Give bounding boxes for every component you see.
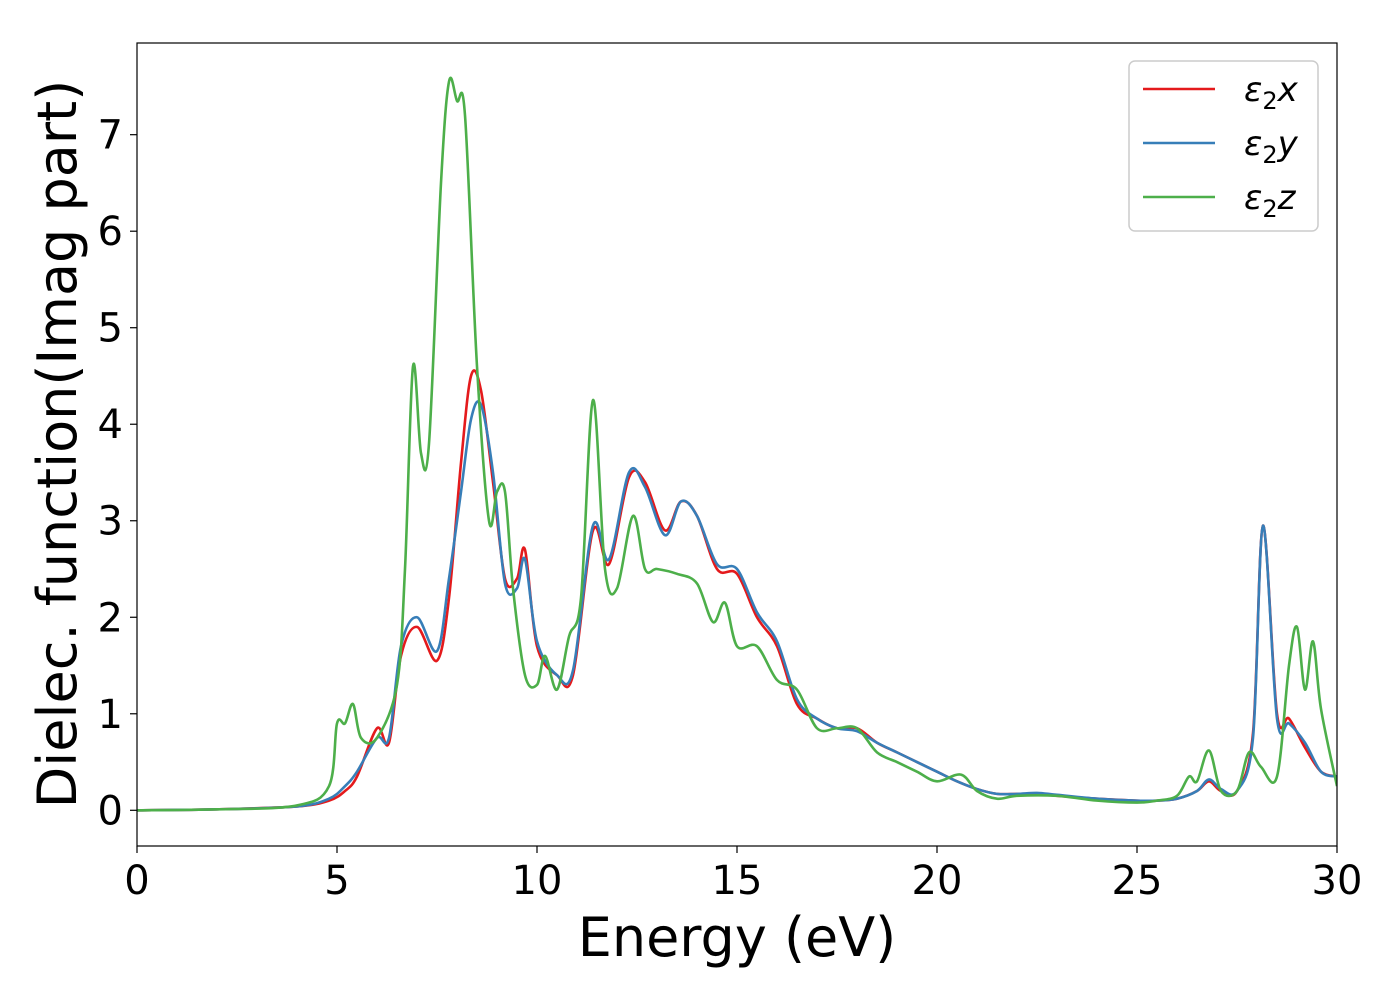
x-tick-label: 30 [1312,858,1363,904]
x-tick-label: 20 [912,858,963,904]
x-tick-label: 10 [512,858,563,904]
legend-symbol: ε [1244,178,1262,218]
legend-subscript: 2 [1262,195,1277,223]
legend-component: x [1277,70,1299,110]
y-axis-title: Dielec. function(Imag part) [26,80,89,809]
y-tick-label: 5 [98,306,123,352]
y-tick-label: 3 [98,499,123,545]
legend-subscript: 2 [1262,141,1277,169]
y-tick-label: 6 [98,209,123,255]
y-tick-label: 0 [98,788,123,834]
y-tick-label: 2 [98,595,123,641]
legend-symbol: ε [1244,124,1262,164]
x-tick-label: 0 [124,858,149,904]
legend-frame [1128,60,1319,232]
legend-component: y [1277,124,1299,164]
series-line-y [137,400,1337,812]
legend-label-y: ε2y [1244,124,1299,169]
series-layer [137,76,1337,812]
y-tick-label: 7 [98,113,123,159]
y-tick-label: 1 [98,692,123,738]
y-tick-label: 4 [98,402,123,448]
x-axis-title: Energy (eV) [578,906,897,969]
x-tick-label: 5 [324,858,349,904]
x-tick-label: 15 [712,858,763,904]
legend-label-x: ε2x [1244,70,1299,115]
legend-label-z: ε2z [1244,178,1297,223]
x-axis-ticks: 0 5 10 15 20 25 30 [124,846,1362,904]
legend-component: z [1277,178,1297,218]
legend-subscript: 2 [1262,87,1277,115]
y-axis-ticks: 0 1 2 3 4 5 6 7 [98,113,137,834]
series-line-z [137,76,1337,812]
x-tick-label: 25 [1112,858,1163,904]
legend-symbol: ε [1244,70,1262,110]
